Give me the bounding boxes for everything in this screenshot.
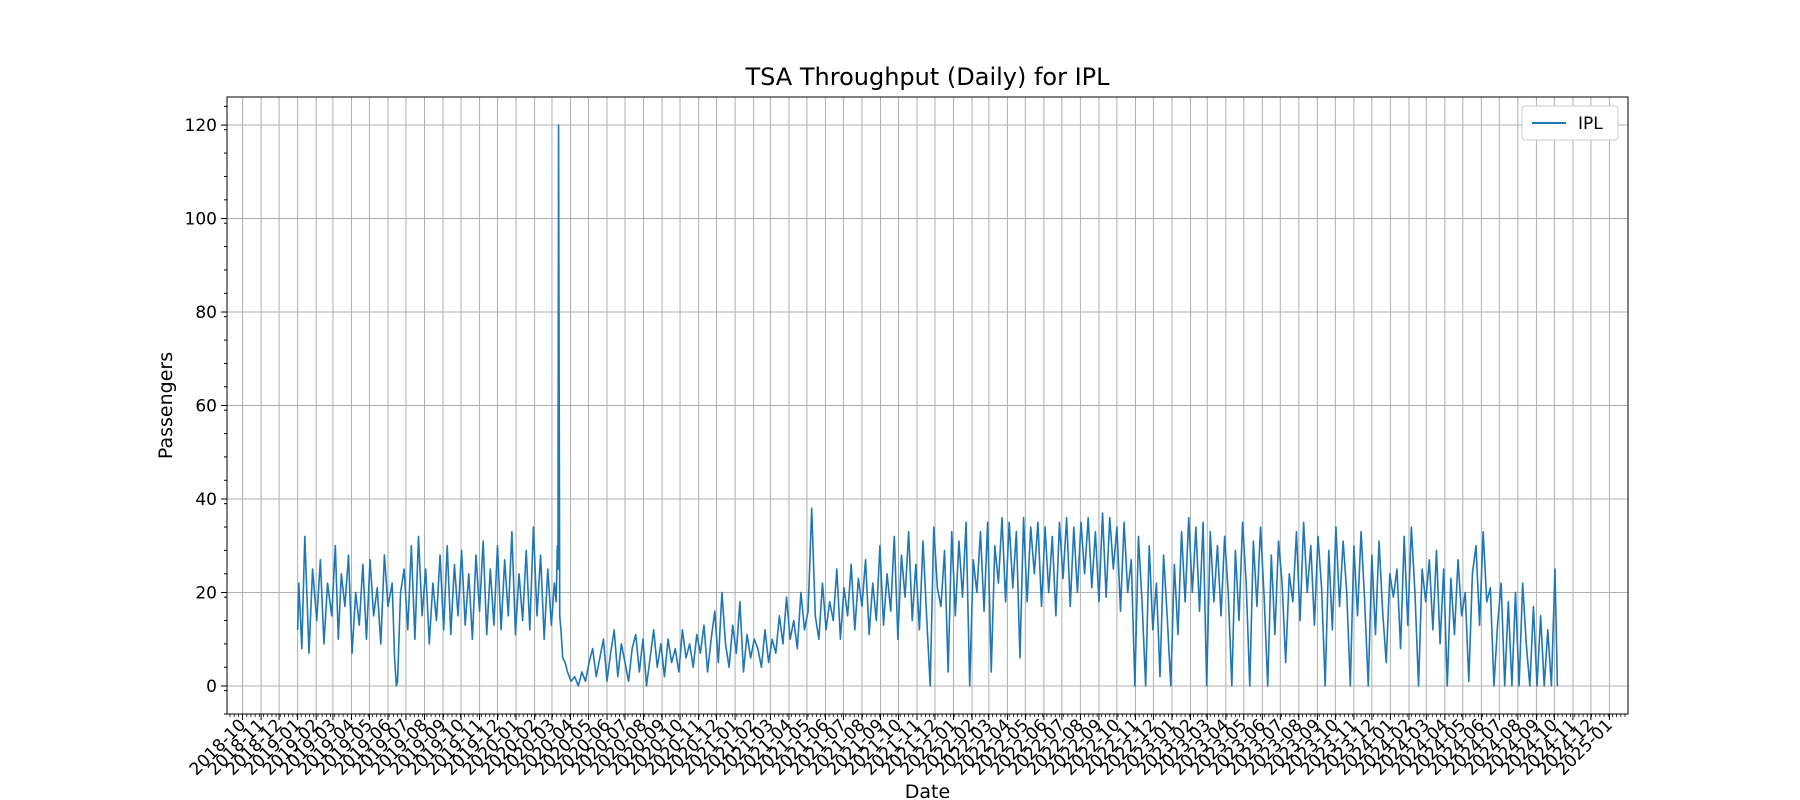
y-tick-label: 80 [195,303,217,323]
x-axis-label: Date [905,781,950,800]
y-tick-label: 120 [185,116,217,136]
x-axis-ticks: 2018-102018-112018-122019-012019-022019-… [186,714,1626,780]
chart-title: TSA Throughput (Daily) for IPL [744,63,1110,91]
series-line-ipl [296,124,1559,687]
series-layer [296,124,1559,687]
y-tick-label: 100 [185,210,217,230]
y-tick-label: 0 [206,677,217,697]
y-tick-label: 20 [195,583,217,603]
y-axis-ticks: 0 20 40 60 80 100 120 [185,105,227,715]
y-tick-label: 40 [195,490,217,510]
y-tick-label: 60 [195,397,217,417]
grid-lines [227,97,1628,714]
y-axis-label: Passengers [155,352,177,459]
legend-label: IPL [1578,114,1603,134]
legend-box [1521,105,1619,141]
legend: IPL [1521,105,1619,141]
